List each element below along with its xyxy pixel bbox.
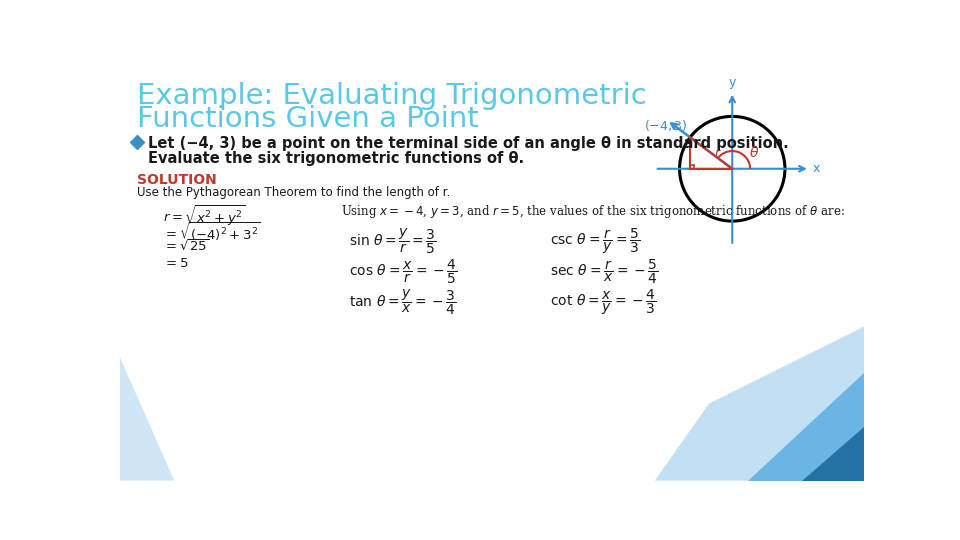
Text: Use the Pythagorean Theorem to find the length of r.: Use the Pythagorean Theorem to find the … [137, 186, 450, 199]
Text: $\sin\,\theta = \dfrac{y}{r} = \dfrac{3}{5}$: $\sin\,\theta = \dfrac{y}{r} = \dfrac{3}… [348, 226, 437, 256]
Text: $\csc\,\theta = \dfrac{r}{y} = \dfrac{5}{3}$: $\csc\,\theta = \dfrac{r}{y} = \dfrac{5}… [550, 226, 640, 256]
Text: $\theta$: $\theta$ [750, 145, 759, 159]
Text: Let (−4, 3) be a point on the terminal side of an angle θ in standard position.: Let (−4, 3) be a point on the terminal s… [148, 137, 789, 151]
Text: Functions Given a Point: Functions Given a Point [137, 105, 479, 133]
Bar [620, 74, 849, 267]
Polygon shape [748, 373, 864, 481]
Text: $= \sqrt{(-4)^2 + 3^2}$: $= \sqrt{(-4)^2 + 3^2}$ [162, 221, 260, 244]
Text: Using $x = -4$, $y = 3$, and $r = 5$, the values of the six trigonometric functi: Using $x = -4$, $y = 3$, and $r = 5$, th… [341, 204, 845, 220]
Text: $r = \sqrt{x^2 + y^2}$: $r = \sqrt{x^2 + y^2}$ [162, 204, 246, 228]
Text: Example: Evaluating Trigonometric: Example: Evaluating Trigonometric [137, 82, 647, 110]
Text: x: x [813, 162, 820, 176]
Text: $\cos\,\theta = \dfrac{x}{r} = -\dfrac{4}{5}$: $\cos\,\theta = \dfrac{x}{r} = -\dfrac{4… [348, 257, 457, 286]
Text: $\sec\,\theta = \dfrac{r}{x} = -\dfrac{5}{4}$: $\sec\,\theta = \dfrac{r}{x} = -\dfrac{5… [550, 257, 659, 286]
Text: Evaluate the six trigonometric functions of θ.: Evaluate the six trigonometric functions… [148, 151, 524, 166]
Text: $= \sqrt{25}$: $= \sqrt{25}$ [162, 239, 209, 254]
Bar [690, 165, 694, 168]
Text: $(-4, 3)$: $(-4, 3)$ [643, 118, 687, 133]
Text: SOLUTION: SOLUTION [137, 173, 217, 187]
Polygon shape [655, 327, 864, 481]
Text: y: y [729, 76, 736, 89]
Text: $r$: $r$ [714, 146, 722, 159]
Text: $\tan\,\theta = \dfrac{y}{x} = -\dfrac{3}{4}$: $\tan\,\theta = \dfrac{y}{x} = -\dfrac{3… [348, 288, 456, 318]
Text: $\cot\,\theta = \dfrac{x}{y} = -\dfrac{4}{3}$: $\cot\,\theta = \dfrac{x}{y} = -\dfrac{4… [550, 288, 657, 318]
Polygon shape [120, 357, 175, 481]
Polygon shape [802, 427, 864, 481]
Text: $= 5$: $= 5$ [162, 256, 188, 269]
